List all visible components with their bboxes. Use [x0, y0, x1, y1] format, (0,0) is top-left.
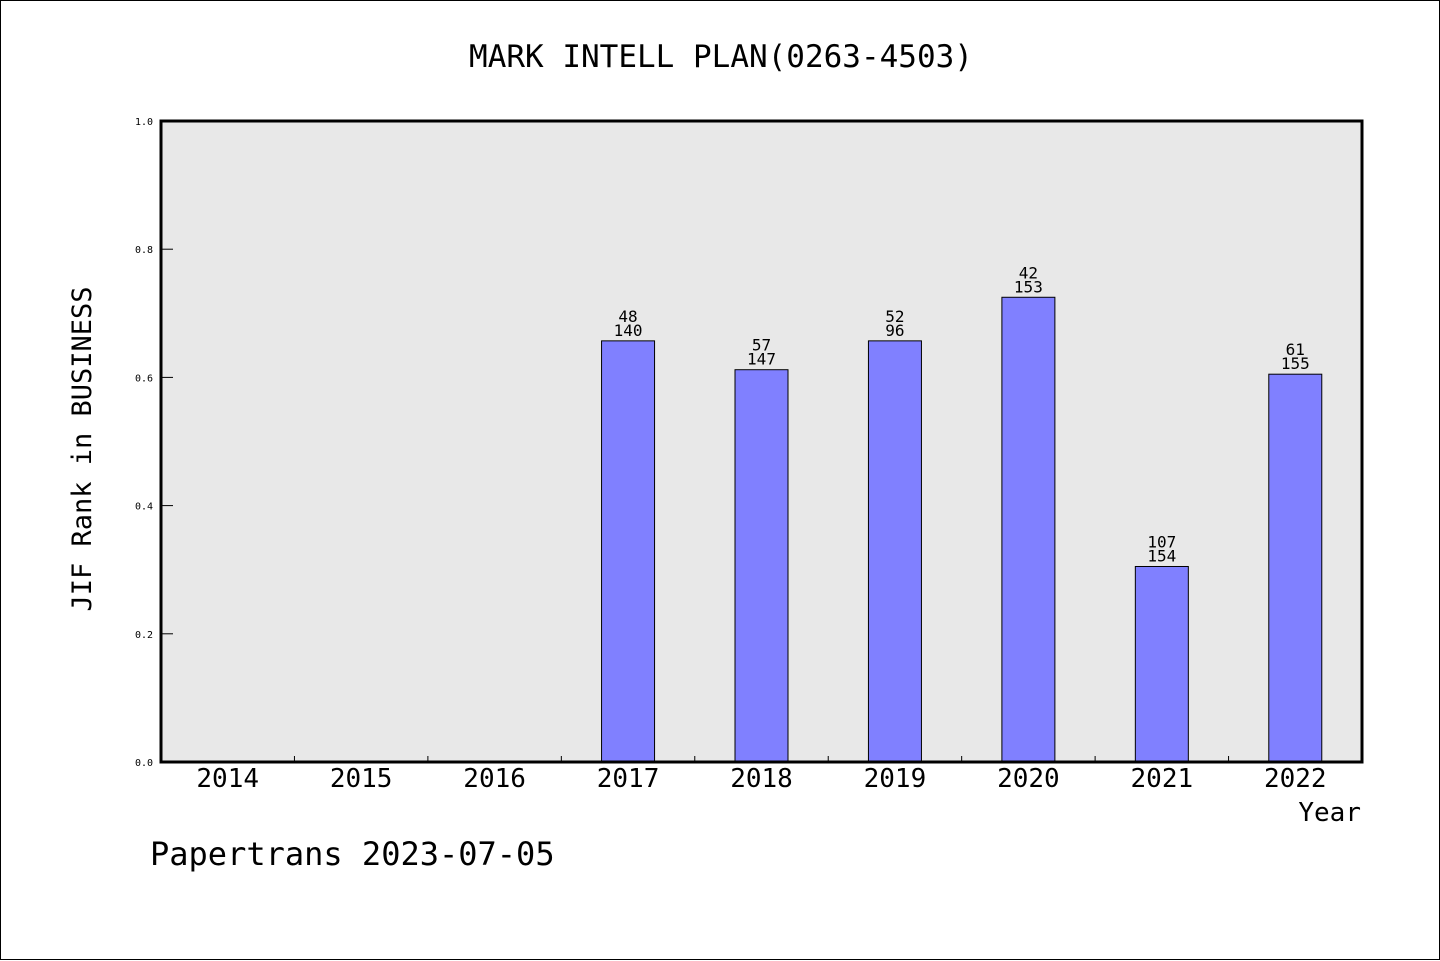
x-tick-label: 2022	[1264, 764, 1327, 794]
bar	[1134, 565, 1189, 763]
y-tick-label: 0.6	[135, 373, 153, 384]
x-tick-label: 2020	[997, 764, 1060, 794]
x-tick-label: 2019	[864, 764, 927, 794]
bar	[601, 340, 656, 763]
x-tick-label: 2021	[1131, 764, 1194, 794]
bar-rank-label: 42	[1019, 263, 1038, 282]
chart-title: MARK INTELL PLAN(0263-4503)	[469, 39, 973, 75]
bar-rank-label: 57	[752, 336, 771, 355]
x-tick-label: 2018	[730, 764, 793, 794]
bar-total-label: 96	[885, 321, 904, 340]
bar-total-label: 147	[747, 350, 776, 369]
bar-total-label: 153	[1014, 277, 1043, 296]
bar	[734, 369, 789, 763]
x-tick-label: 2014	[196, 764, 259, 794]
bar	[1268, 373, 1323, 763]
x-tick-label: 2016	[463, 764, 526, 794]
plot-border	[159, 119, 1364, 764]
footer-credit: Papertrans 2023-07-05	[150, 835, 555, 873]
bar-rank-label: 48	[618, 307, 637, 326]
y-tick-label: 0.8	[135, 245, 153, 256]
x-tick-label: 2015	[330, 764, 393, 794]
bar-total-label: 154	[1147, 546, 1176, 565]
y-tick-label: 0.4	[135, 502, 153, 513]
bar-rank-label: 107	[1147, 532, 1176, 551]
y-axis-label: JIF Rank in BUSINESS	[67, 286, 98, 611]
x-axis-label: Year	[1298, 798, 1361, 828]
bar	[1001, 296, 1056, 763]
y-tick-label: 1.0	[135, 117, 153, 128]
bar-rank-label: 52	[885, 307, 904, 326]
y-tick-label: 0.2	[135, 630, 153, 641]
x-axis-ticks: 2014 2015 2016 2017 2018 2019 2020 2021 2022	[196, 756, 1327, 794]
x-tick-label: 2017	[597, 764, 660, 794]
bar-rank-label: 61	[1286, 340, 1305, 359]
y-tick-label: 0.0	[135, 758, 153, 769]
bar	[867, 340, 922, 763]
bar-total-label: 140	[614, 321, 643, 340]
bars	[601, 296, 1323, 763]
bar-total-label: 155	[1281, 354, 1310, 373]
